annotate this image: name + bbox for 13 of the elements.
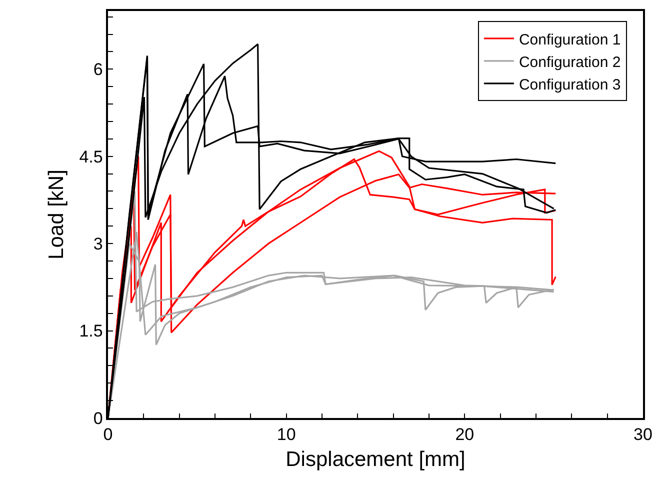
y-tick-label: 3	[93, 234, 103, 254]
y-tick-label: 4.5	[79, 147, 103, 166]
x-tick-label: 10	[276, 425, 296, 444]
y-axis-title: Load [kN]	[44, 170, 68, 260]
y-tick-label: 6	[93, 60, 103, 80]
x-axis-title: Displacement [mm]	[286, 448, 466, 471]
x-tick-label: 30	[634, 425, 652, 444]
legend-label: Configuration 2	[518, 54, 621, 71]
y-tick-label: 0	[93, 408, 103, 428]
x-tick-label: 20	[455, 425, 474, 444]
legend-label: Configuration 3	[518, 76, 621, 94]
legend-label: Configuration 1	[518, 31, 621, 48]
y-tick-label: 1.5	[79, 322, 103, 341]
